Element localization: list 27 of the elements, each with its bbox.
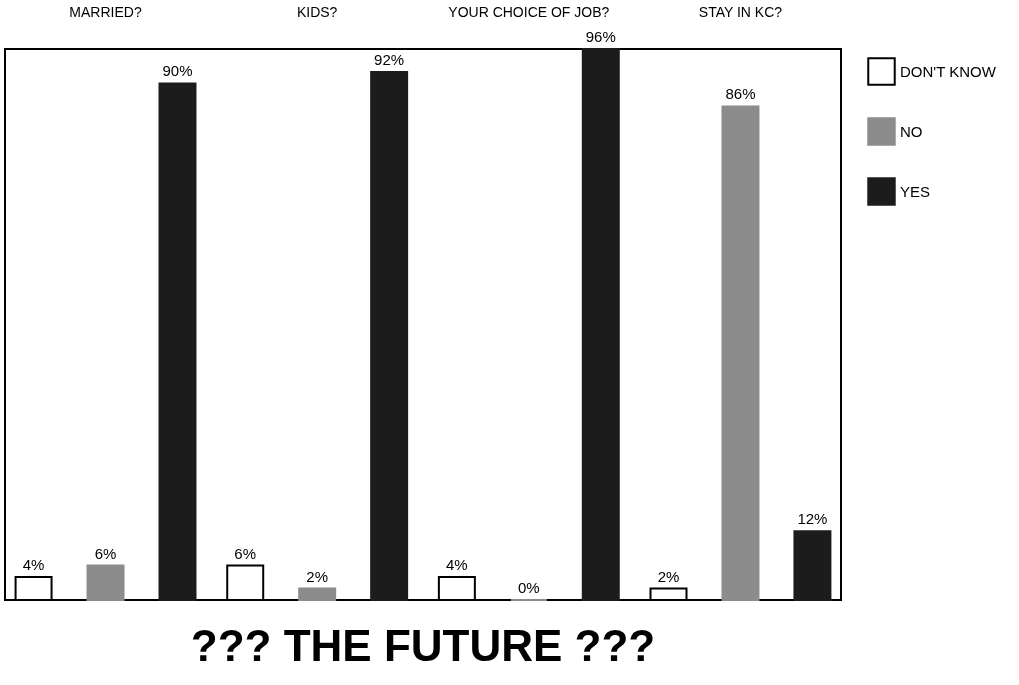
data-label: 86%: [725, 85, 756, 103]
bar: [370, 70, 409, 601]
data-label: 4%: [446, 556, 468, 574]
bar: [793, 530, 832, 601]
data-label: 96%: [585, 28, 616, 45]
data-label: 0%: [517, 579, 540, 596]
legend-label: DON'T KNOW: [900, 62, 997, 80]
data-label: 2%: [657, 567, 680, 585]
data-label: 6%: [94, 544, 117, 562]
bar: [158, 82, 197, 601]
data-label: 92%: [374, 50, 405, 68]
x-tick-label: YOUR CHOICE OF JOB?: [448, 3, 610, 20]
x-tick-label: STAY IN KC?: [698, 3, 783, 20]
data-label: 4%: [22, 556, 45, 574]
legend-label: YES: [900, 182, 931, 200]
bar: [86, 564, 125, 601]
data-label: 2%: [306, 567, 329, 585]
x-tick-label: KIDS?: [296, 3, 338, 20]
data-label: 6%: [234, 544, 257, 562]
text: ??? THE FUTURE ???: [190, 621, 656, 670]
data-label: 12%: [797, 510, 828, 528]
bar: [581, 48, 620, 601]
x-tick-label: MARRIED?: [69, 3, 142, 20]
legend-label: NO: [900, 122, 923, 140]
bar: [721, 105, 760, 601]
data-label: 90%: [162, 62, 193, 80]
bar: [298, 587, 337, 601]
